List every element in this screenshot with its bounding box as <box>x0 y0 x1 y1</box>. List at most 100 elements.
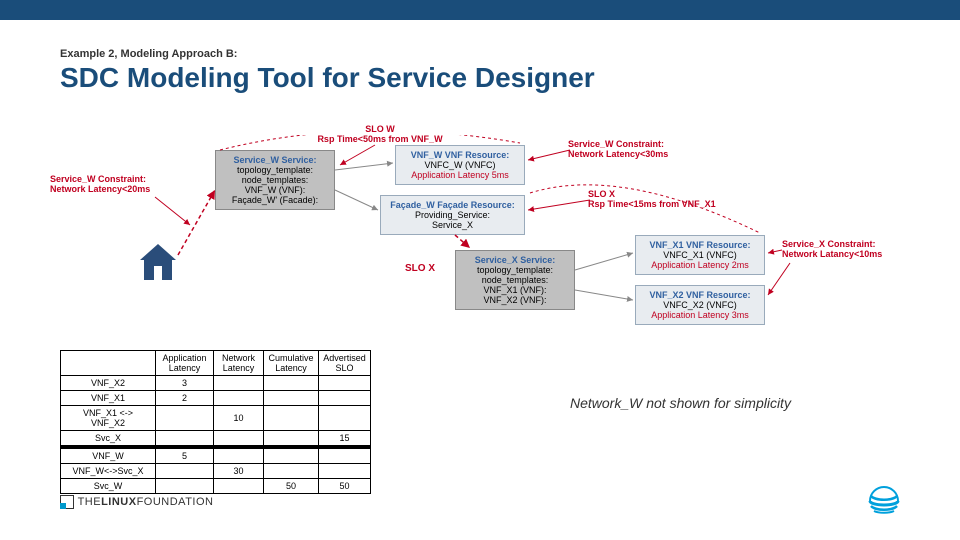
th-1: Application Latency <box>156 351 214 376</box>
house-icon <box>136 240 180 289</box>
vx2-l2: Application Latency 3ms <box>642 310 758 320</box>
table-cell <box>319 376 371 391</box>
cwl2: Network Latency<20ms <box>50 184 150 194</box>
th-3: Cumulative Latency <box>264 351 319 376</box>
vx2-title: VNF_X2 VNF Resource: <box>642 290 758 300</box>
vx1-l2: Application Latency 2ms <box>642 260 758 270</box>
lf-suffix: FOUNDATION <box>137 496 214 508</box>
facade-w-box: Façade_W Façade Resource: Providing_Serv… <box>380 195 525 235</box>
vw-title: VNF_W VNF Resource: <box>402 150 518 160</box>
latency-table: Application Latency Network Latency Cumu… <box>60 350 371 494</box>
vnf-x2-box: VNF_X2 VNF Resource: VNFC_X2 (VNFC) Appl… <box>635 285 765 325</box>
sw-l3: VNF_W (VNF): <box>222 185 328 195</box>
sw-l1: topology_template: <box>222 165 328 175</box>
vw-l1: VNFC_W (VNFC) <box>402 160 518 170</box>
table-cell: VNF_W <box>61 449 156 464</box>
table-cell: 3 <box>156 376 214 391</box>
sx-l1: topology_template: <box>462 265 568 275</box>
constraint-w-right: Service_W Constraint: Network Latency<30… <box>568 140 688 160</box>
table-cell <box>319 449 371 464</box>
table-row: VNF_X23 <box>61 376 371 391</box>
table-cell: 30 <box>214 464 264 479</box>
cx2: Network Latancy<10ms <box>782 249 882 259</box>
vnf-x1-box: VNF_X1 VNF Resource: VNFC_X1 (VNFC) Appl… <box>635 235 765 275</box>
vx1-title: VNF_X1 VNF Resource: <box>642 240 758 250</box>
table-cell <box>214 449 264 464</box>
table-cell: 10 <box>214 406 264 431</box>
diagram-area: SLO W Rsp Time<50ms from VNF_W Service_W… <box>60 135 900 345</box>
vx2-l1: VNFC_X2 (VNFC) <box>642 300 758 310</box>
sw-l2: node_templates: <box>222 175 328 185</box>
sx-title: Service_X Service: <box>462 255 568 265</box>
th-2: Network Latency <box>214 351 264 376</box>
cx1: Service_X Constraint: <box>782 239 876 249</box>
table-cell <box>264 464 319 479</box>
table-cell: VNF_X1 <-> VNF_X2 <box>61 406 156 431</box>
table-cell <box>319 464 371 479</box>
table-cell <box>264 391 319 406</box>
table-cell <box>264 376 319 391</box>
slox2: Rsp Time<15ms from VNF_X1 <box>588 199 716 209</box>
slide-header: Example 2, Modeling Approach B: SDC Mode… <box>0 20 960 104</box>
table-row: Svc_X 15 <box>61 431 371 446</box>
table-cell <box>156 464 214 479</box>
cwr1: Service_W Constraint: <box>568 139 664 149</box>
vnf-w-box: VNF_W VNF Resource: VNFC_W (VNFC) Applic… <box>395 145 525 185</box>
table-row: VNF_X1 <-> VNF_X2 10 <box>61 406 371 431</box>
table-cell <box>214 431 264 446</box>
th-0 <box>61 351 156 376</box>
cwr2: Network Latency<30ms <box>568 149 668 159</box>
table-cell: VNF_X1 <box>61 391 156 406</box>
sw-title: Service_W Service: <box>222 155 328 165</box>
fw-title: Façade_W Façade Resource: <box>387 200 518 210</box>
table-cell <box>156 406 214 431</box>
slo-x-label: SLO X Rsp Time<15ms from VNF_X1 <box>588 190 728 210</box>
table-row: VNF_W5 <box>61 449 371 464</box>
att-logo <box>868 485 900 522</box>
table-cell: VNF_W<->Svc_X <box>61 464 156 479</box>
table-cell <box>319 406 371 431</box>
service-x-box: Service_X Service: topology_template: no… <box>455 250 575 310</box>
cwl1: Service_W Constraint: <box>50 174 146 184</box>
vw-l2: Application Latency 5ms <box>402 170 518 180</box>
lf-prefix: THE <box>78 496 102 508</box>
sx-l2: node_templates: <box>462 275 568 285</box>
sw-l4: Façade_W' (Facade): <box>222 195 328 205</box>
table-cell: Svc_X <box>61 431 156 446</box>
table-header-row: Application Latency Network Latency Cumu… <box>61 351 371 376</box>
service-w-box: Service_W Service: topology_template: no… <box>215 150 335 210</box>
table-row: VNF_W<->Svc_X 30 <box>61 464 371 479</box>
table-cell: VNF_X2 <box>61 376 156 391</box>
constraint-w-left: Service_W Constraint: Network Latency<20… <box>50 175 170 195</box>
table-cell: 2 <box>156 391 214 406</box>
sx-l3: VNF_X1 (VNF): <box>462 285 568 295</box>
slo-w-line1: SLO W <box>365 124 395 134</box>
table-cell <box>319 391 371 406</box>
table-cell <box>214 376 264 391</box>
table-cell <box>264 406 319 431</box>
table-cell: 5 <box>156 449 214 464</box>
fw-l1: Providing_Service: <box>387 210 518 220</box>
diagram-note: Network_W not shown for simplicity <box>570 395 791 411</box>
page-title: SDC Modeling Tool for Service Designer <box>60 62 900 94</box>
constraint-x: Service_X Constraint: Network Latancy<10… <box>782 240 902 260</box>
table-cell <box>156 431 214 446</box>
subtitle: Example 2, Modeling Approach B: <box>60 48 900 60</box>
fw-l2: Service_X <box>387 220 518 230</box>
slo-x-bottom: SLO X <box>405 263 435 274</box>
slo-w-line2: Rsp Time<50ms from VNF_W <box>317 134 442 144</box>
linux-foundation-logo: THELINUXFOUNDATION <box>60 496 213 508</box>
vx1-l1: VNFC_X1 (VNFC) <box>642 250 758 260</box>
table-cell <box>264 431 319 446</box>
slide-footer: THELINUXFOUNDATION <box>60 492 900 522</box>
th-4: Advertised SLO <box>319 351 371 376</box>
table-row: VNF_X12 <box>61 391 371 406</box>
sx-l4: VNF_X2 (VNF): <box>462 295 568 305</box>
lf-main: LINUX <box>101 496 137 508</box>
slo-w-label: SLO W Rsp Time<50ms from VNF_W <box>310 125 450 145</box>
slox1: SLO X <box>588 189 615 199</box>
table-cell: 15 <box>319 431 371 446</box>
top-bar <box>0 0 960 20</box>
table-cell <box>264 449 319 464</box>
table-cell <box>214 391 264 406</box>
